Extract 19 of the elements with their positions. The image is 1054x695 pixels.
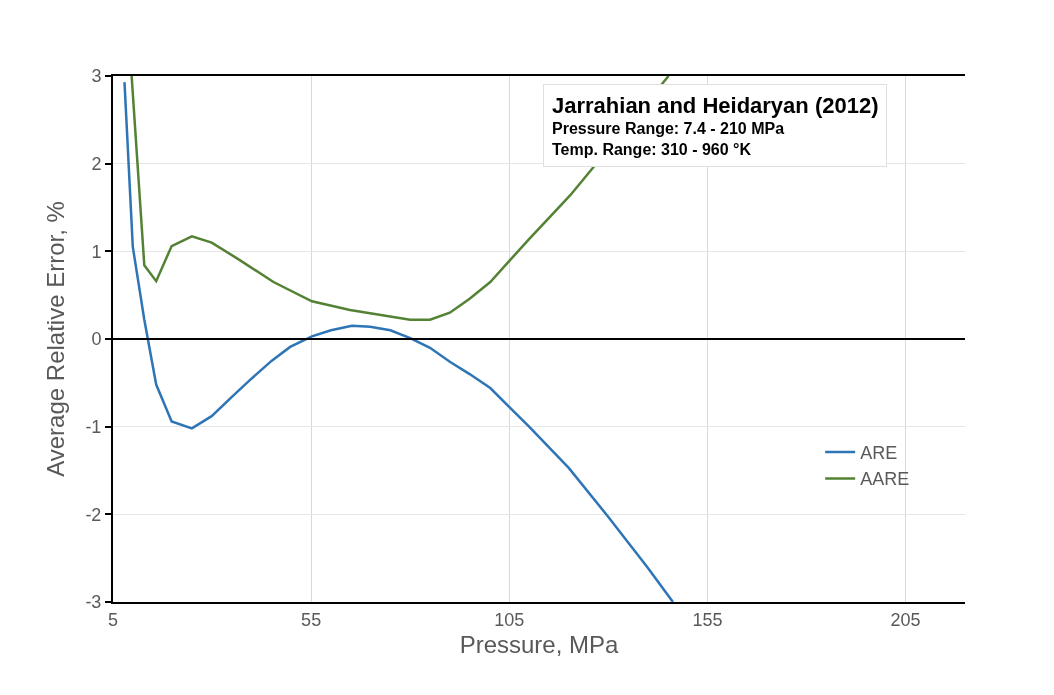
annotation: Jarrahian and Heidaryan (2012) xyxy=(552,93,879,118)
x-tick-label: 55 xyxy=(301,609,322,630)
annotation: Temp. Range: 310 - 960 °K xyxy=(552,140,752,158)
x-tick-label: 105 xyxy=(494,609,525,630)
legend-label: ARE xyxy=(860,443,898,464)
y-axis-title: Average Relative Error, % xyxy=(41,201,69,477)
x-axis-title: Pressure, MPa xyxy=(459,631,620,659)
x-tick-label: 205 xyxy=(890,609,921,630)
y-tick-label: 2 xyxy=(91,153,102,174)
y-tick-label: -3 xyxy=(85,592,102,613)
x-tick-label: 5 xyxy=(107,609,119,630)
y-tick-label: -1 xyxy=(85,416,102,437)
y-tick-label: 3 xyxy=(91,66,102,87)
y-tick-label: 0 xyxy=(91,329,102,350)
y-tick-label: -2 xyxy=(85,504,102,525)
legend-label: AARE xyxy=(860,469,910,490)
x-tick-label: 155 xyxy=(692,609,723,630)
annotation: Pressure Range: 7.4 - 210 MPa xyxy=(552,119,785,137)
y-tick-label: 1 xyxy=(91,241,102,262)
